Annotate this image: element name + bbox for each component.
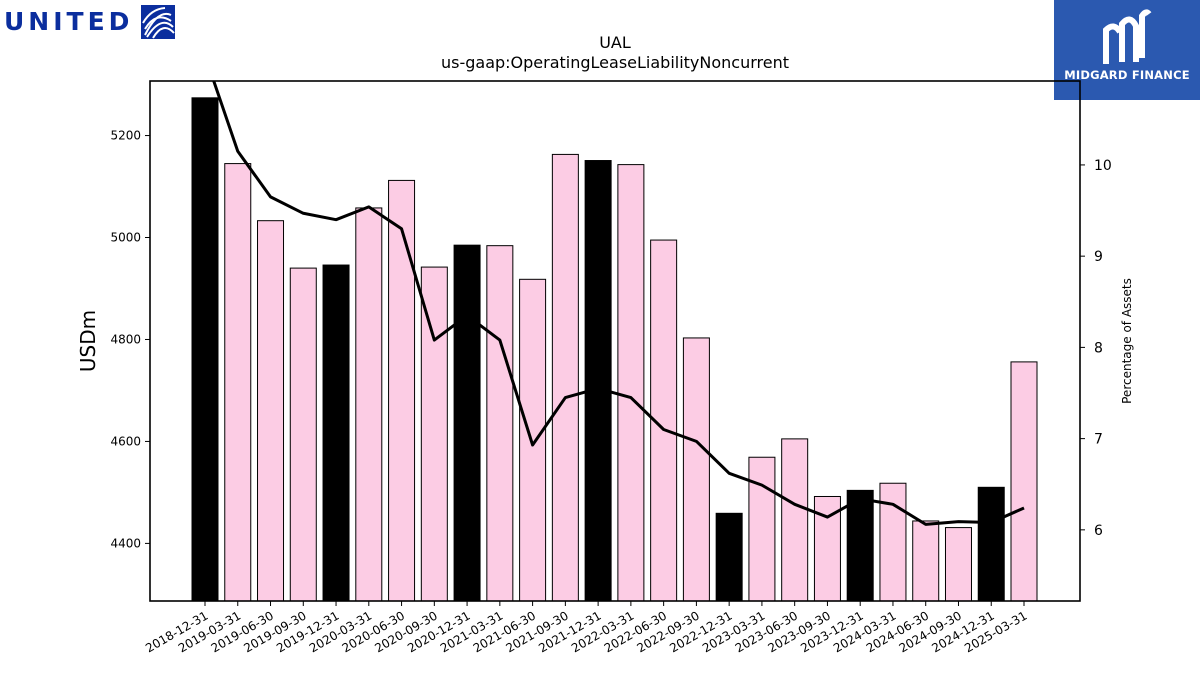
percentage-line-series <box>212 81 1025 526</box>
bars <box>191 97 1038 602</box>
bar-2023-03-31 <box>748 456 776 602</box>
bar-2020-09-30 <box>420 266 448 602</box>
bar-2019-09-30 <box>289 267 317 602</box>
bar-2020-12-31 <box>453 244 481 602</box>
y2-axis-label: Percentage of Assets <box>1120 278 1134 404</box>
y2-tick-label: 7 <box>1094 432 1103 448</box>
bar-2018-12-31 <box>191 97 219 602</box>
bar-2022-09-30 <box>682 337 710 602</box>
united-logo-text: UNITED <box>4 7 134 36</box>
midgard-finance-logo-text: MIDGARD FINANCE <box>1064 68 1190 82</box>
midgard-m-icon <box>1103 9 1152 64</box>
bar-2021-12-31 <box>584 160 612 602</box>
bar-2019-06-30 <box>257 220 285 602</box>
united-logo: UNITED <box>4 4 176 40</box>
bar-2024-09-30 <box>944 527 972 602</box>
bar-2024-06-30 <box>912 520 940 602</box>
midgard-finance-logo: MIDGARD FINANCE <box>1054 0 1200 100</box>
y-tick-label: 4800 <box>110 332 141 346</box>
bar-2019-03-31 <box>224 163 252 602</box>
y-tick-label: 5000 <box>110 231 141 245</box>
bar-2020-06-30 <box>388 179 416 602</box>
globe-icon <box>141 5 176 39</box>
y2-tick-label: 6 <box>1094 523 1103 539</box>
chart-subtitle: us-gaap:OperatingLeaseLiabilityNoncurren… <box>441 53 789 72</box>
bar-2021-03-31 <box>486 245 514 602</box>
y-tick-label: 4600 <box>110 434 141 448</box>
bar-2022-12-31 <box>715 512 743 602</box>
y2-tick-label: 9 <box>1094 249 1103 265</box>
bar-2020-03-31 <box>355 207 383 602</box>
chart-title: UAL <box>599 33 631 52</box>
y-tick-label: 5200 <box>110 129 141 143</box>
y-axis-label: USDm <box>76 310 100 372</box>
plot-frame <box>149 80 1081 602</box>
bar-2025-03-31 <box>1010 361 1038 602</box>
bar-2023-12-31 <box>846 489 874 602</box>
y-tick-label: 4400 <box>110 536 141 550</box>
bar-2024-03-31 <box>879 482 907 602</box>
percentage-line <box>212 81 1025 526</box>
bar-2022-03-31 <box>617 164 645 602</box>
bar-2021-09-30 <box>551 153 579 602</box>
bar-2019-12-31 <box>322 264 350 602</box>
bar-2024-12-31 <box>977 486 1005 602</box>
y2-tick-label: 8 <box>1094 340 1103 356</box>
y2-tick-label: 10 <box>1094 158 1112 174</box>
bar-2023-06-30 <box>781 438 809 602</box>
